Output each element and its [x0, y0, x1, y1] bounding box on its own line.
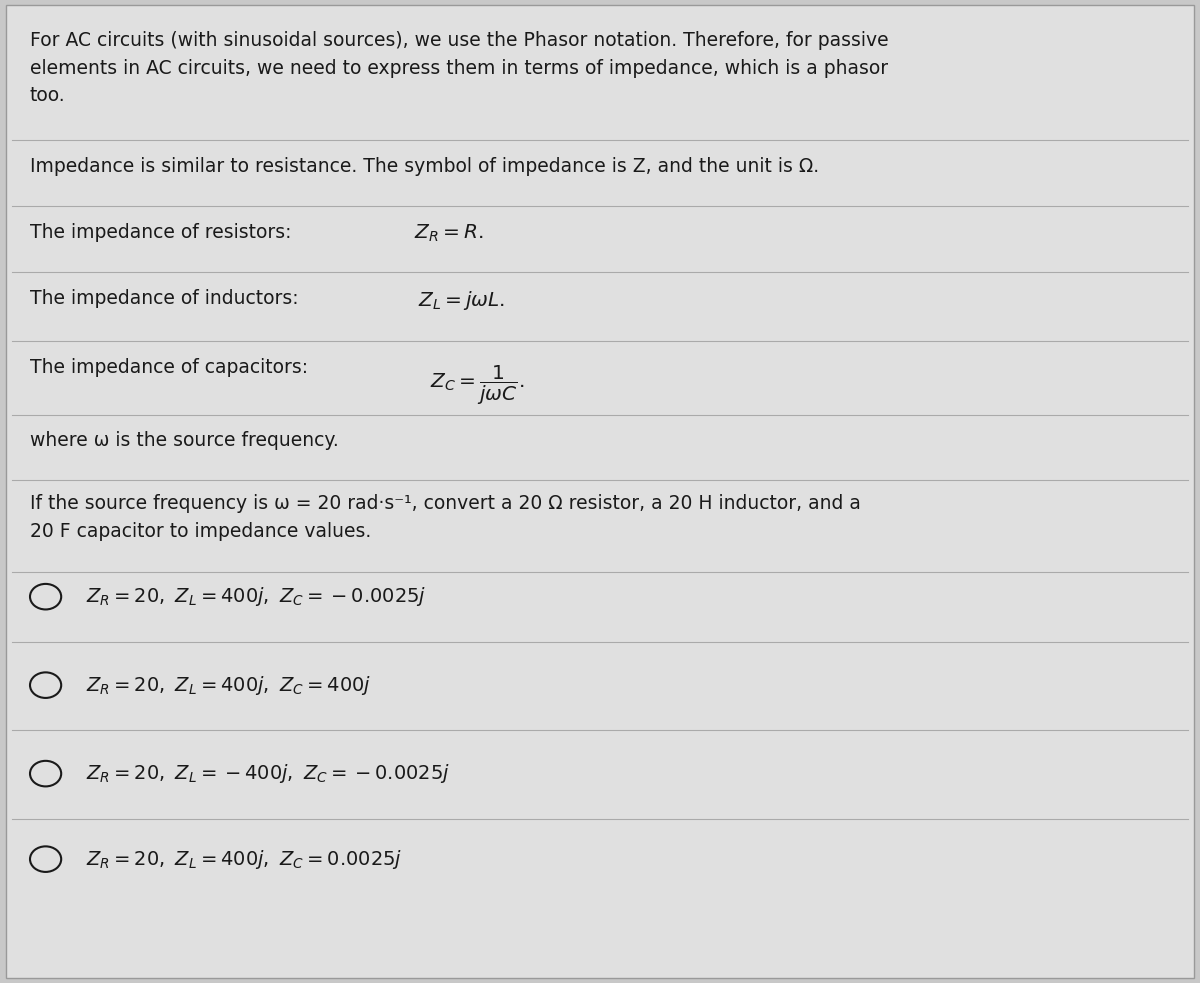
Text: $Z_R = R.$: $Z_R = R.$: [414, 223, 484, 245]
Text: $Z_R = 20,\ Z_L = -400j,\ Z_C = -0.0025j$: $Z_R = 20,\ Z_L = -400j,\ Z_C = -0.0025j…: [86, 762, 450, 785]
Text: For AC circuits (with sinusoidal sources), we use the Phasor notation. Therefore: For AC circuits (with sinusoidal sources…: [30, 31, 889, 105]
Text: The impedance of resistors:: The impedance of resistors:: [30, 223, 298, 242]
Text: $Z_R = 20,\ Z_L = 400j,\ Z_C = 400j$: $Z_R = 20,\ Z_L = 400j,\ Z_C = 400j$: [86, 673, 372, 697]
Text: $Z_R = 20,\ Z_L = 400j,\ Z_C = -0.0025j$: $Z_R = 20,\ Z_L = 400j,\ Z_C = -0.0025j$: [86, 585, 427, 608]
Text: Impedance is similar to resistance. The symbol of impedance is Z, and the unit i: Impedance is similar to resistance. The …: [30, 157, 820, 176]
Text: $Z_R = 20,\ Z_L = 400j,\ Z_C = 0.0025j$: $Z_R = 20,\ Z_L = 400j,\ Z_C = 0.0025j$: [86, 847, 403, 871]
Text: If the source frequency is ω = 20 rad·s⁻¹, convert a 20 Ω resistor, a 20 H induc: If the source frequency is ω = 20 rad·s⁻…: [30, 494, 860, 541]
Text: $Z_C = \dfrac{1}{j\omega C}.$: $Z_C = \dfrac{1}{j\omega C}.$: [430, 364, 524, 407]
Text: The impedance of inductors:: The impedance of inductors:: [30, 289, 305, 308]
FancyBboxPatch shape: [6, 5, 1194, 978]
Text: where ω is the source frequency.: where ω is the source frequency.: [30, 431, 338, 449]
Text: The impedance of capacitors:: The impedance of capacitors:: [30, 358, 314, 376]
Text: $Z_L = j\omega L.$: $Z_L = j\omega L.$: [418, 289, 505, 312]
